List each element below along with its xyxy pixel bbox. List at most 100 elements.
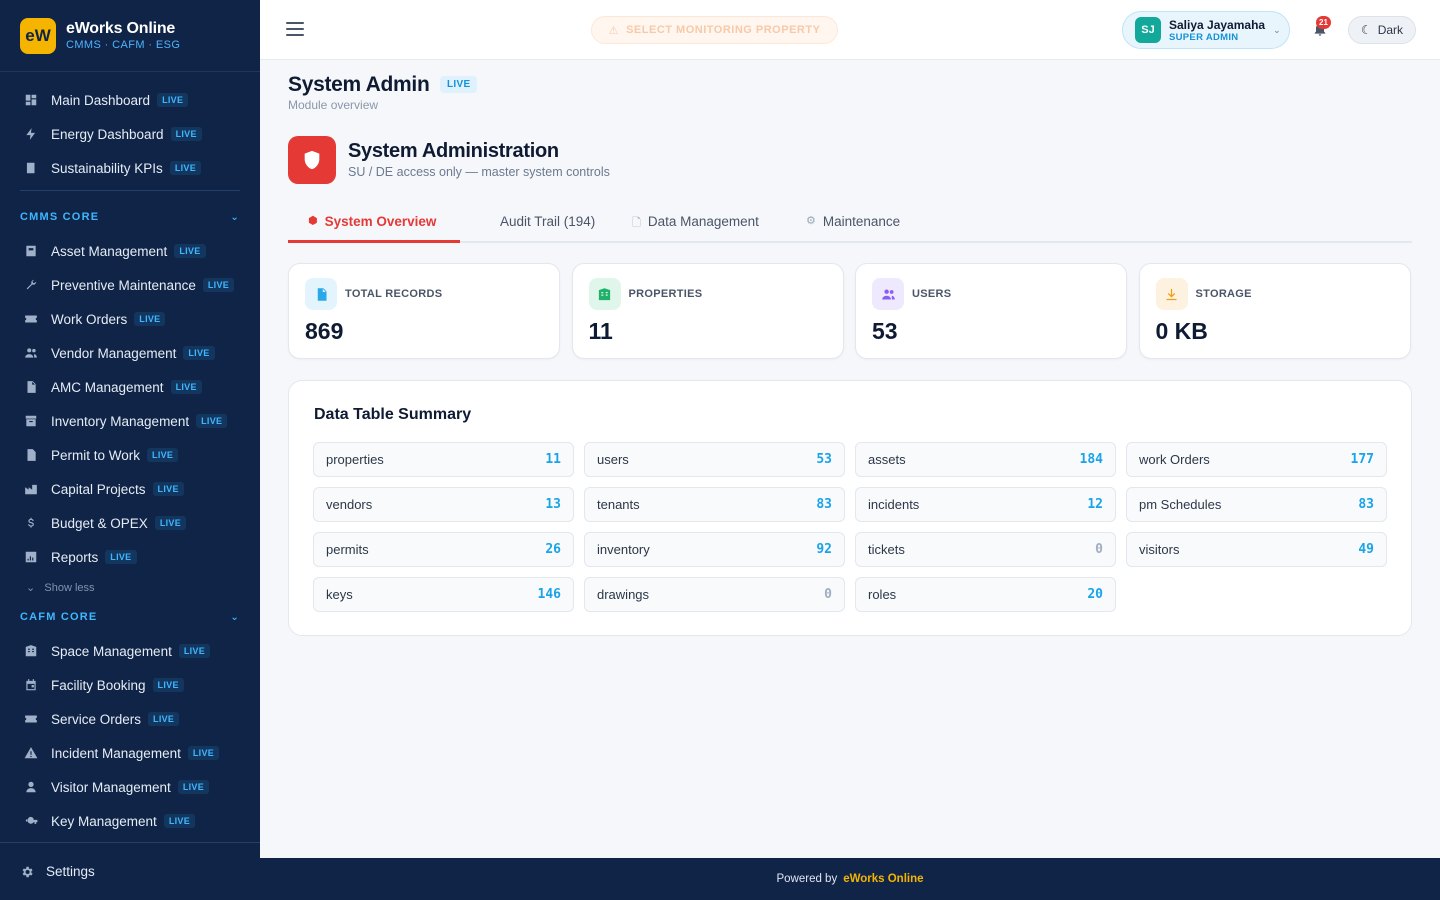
document-icon: [24, 380, 38, 394]
menu-icon[interactable]: [286, 22, 304, 36]
stat-card-properties: PROPERTIES 11: [571, 263, 844, 359]
sidebar-item-inventory-management[interactable]: Inventory Management LIVE: [24, 407, 228, 435]
top-header: ⚠ SELECT MONITORING PROPERTY SJ Saliya J…: [260, 0, 1440, 60]
bolt-icon: [24, 127, 38, 141]
sidebar-item-service-orders[interactable]: Service Orders LIVE: [24, 705, 180, 733]
live-badge: LIVE: [152, 678, 184, 692]
sidebar-item-amc-management[interactable]: AMC Management LIVE: [24, 373, 202, 401]
tab-label: Audit Trail (194): [500, 214, 596, 229]
sidebar-item-label: Preventive Maintenance: [51, 277, 196, 293]
download-icon: [1155, 278, 1188, 310]
warning-icon: [24, 746, 38, 760]
shield-icon: [288, 136, 336, 184]
live-badge: LIVE: [174, 244, 206, 258]
live-badge: LIVE: [105, 550, 137, 564]
stat-card-total-records: TOTAL RECORDS 869: [288, 263, 560, 359]
sidebar-item-label: Facility Booking: [51, 677, 146, 693]
tab-data-management[interactable]: 🗋 Data Management: [632, 214, 759, 243]
table-summary-item: assets 184: [855, 442, 1116, 477]
tab-maintenance[interactable]: ⚙ Maintenance: [806, 214, 900, 243]
table-count: 20: [1087, 587, 1103, 602]
stat-value: 0 KB: [1155, 318, 1208, 344]
sidebar-item-capital-projects[interactable]: Capital Projects LIVE: [24, 475, 184, 503]
sidebar-item-label: Budget & OPEX: [51, 515, 148, 531]
stat-label: TOTAL RECORDS: [345, 288, 443, 300]
theme-toggle-button[interactable]: ☾ Dark: [1348, 16, 1416, 44]
table-summary-item: roles 20: [855, 577, 1116, 612]
table-name: keys: [326, 587, 353, 602]
brand[interactable]: eW eWorks Online CMMS · CAFM · ESG: [0, 0, 260, 72]
live-badge: LIVE: [202, 278, 235, 292]
table-summary-item: users 53: [584, 442, 845, 477]
tab-label: Maintenance: [822, 214, 901, 229]
permit-icon: [24, 448, 38, 462]
sidebar-item-sustainability-kpis[interactable]: Sustainability KPIs LIVE: [24, 154, 202, 182]
show-less-label: Show less: [44, 582, 95, 594]
table-name: work Orders: [1139, 452, 1210, 467]
table-count: 26: [545, 542, 561, 557]
table-summary-item: inventory 92: [584, 532, 845, 567]
summary-title: Data Table Summary: [314, 406, 472, 423]
sidebar-item-reports[interactable]: Reports LIVE: [24, 543, 137, 571]
shield-icon: ⬢: [308, 215, 318, 227]
table-count: 92: [816, 542, 832, 557]
sidebar-item-label: Asset Management: [51, 243, 168, 259]
sidebar-item-visitor-management[interactable]: Visitor Management LIVE: [24, 773, 210, 801]
brand-logo: eW: [20, 17, 56, 54]
notification-badge: 21: [1316, 16, 1331, 29]
stat-card-storage: STORAGE 0 KB: [1138, 263, 1411, 359]
show-less-toggle[interactable]: ⌄ Show less: [26, 581, 95, 594]
people-icon: [24, 346, 38, 360]
stat-label: PROPERTIES: [628, 288, 703, 300]
live-badge: LIVE: [170, 127, 202, 141]
table-count: 177: [1350, 452, 1374, 467]
sidebar-item-label: Main Dashboard: [51, 92, 151, 108]
sidebar-item-permit-to-work[interactable]: Permit to Work LIVE: [24, 441, 179, 469]
tab-system-overview[interactable]: ⬢ System Overview: [288, 214, 460, 243]
warning-icon: ⚠: [608, 24, 619, 37]
stat-value: 53: [872, 318, 898, 344]
table-name: permits: [326, 542, 369, 557]
table-count: 184: [1079, 452, 1103, 467]
user-role: SUPER ADMIN: [1169, 31, 1239, 43]
sidebar-item-work-orders[interactable]: Work Orders LIVE: [24, 305, 166, 333]
live-badge: LIVE: [187, 746, 220, 760]
calendar-icon: [24, 678, 38, 692]
sidebar-item-budget-and-opex[interactable]: Budget & OPEX LIVE: [24, 509, 187, 537]
avatar: SJ: [1135, 17, 1161, 43]
sidebar-item-space-management[interactable]: Space Management LIVE: [24, 637, 211, 665]
table-summary-item: visitors 49: [1126, 532, 1387, 567]
user-menu[interactable]: SJ Saliya Jayamaha SUPER ADMIN ⌄: [1122, 11, 1290, 49]
table-count: 0: [1095, 542, 1103, 557]
sidebar-item-incident-management[interactable]: Incident Management LIVE: [24, 739, 220, 767]
footer: Powered by eWorks Online: [260, 858, 1440, 900]
live-badge: LIVE: [178, 644, 211, 658]
sidebar-item-key-management[interactable]: Key Management LIVE: [24, 807, 196, 835]
table-count: 49: [1358, 542, 1374, 557]
sidebar-item-asset-management[interactable]: Asset Management LIVE: [24, 237, 206, 265]
sidebar-item-main-dashboard[interactable]: Main Dashboard LIVE: [24, 86, 189, 114]
sidebar-item-label: Reports: [51, 549, 99, 565]
table-summary-item: permits 26: [313, 532, 574, 567]
table-count: 83: [816, 497, 832, 512]
live-badge: LIVE: [177, 780, 210, 794]
sidebar-item-label: Service Orders: [51, 711, 142, 727]
select-property-label: SELECT MONITORING PROPERTY: [626, 24, 821, 36]
sidebar-item-settings[interactable]: Settings: [0, 842, 260, 900]
table-name: users: [597, 452, 629, 467]
sidebar-item-vendor-management[interactable]: Vendor Management LIVE: [24, 339, 215, 367]
section-cmms-core[interactable]: CMMS CORE ⌄: [20, 211, 240, 223]
section-cafm-core[interactable]: CAFM CORE ⌄: [20, 611, 240, 623]
sidebar-item-preventive-maintenance[interactable]: Preventive Maintenance LIVE: [24, 271, 235, 299]
sidebar-item-label: Incident Management: [51, 745, 181, 761]
brand-subtitle: CMMS · CAFM · ESG: [66, 39, 181, 51]
sidebar-item-facility-booking[interactable]: Facility Booking LIVE: [24, 671, 184, 699]
table-count: 0: [824, 587, 832, 602]
footer-brand[interactable]: eWorks Online: [843, 873, 924, 885]
book-icon: [24, 161, 38, 175]
tab-audit-trail[interactable]: Audit Trail (194): [500, 214, 595, 243]
sidebar-item-energy-dashboard[interactable]: Energy Dashboard LIVE: [24, 120, 202, 148]
ticket-icon: [24, 312, 38, 326]
table-summary-item: drawings 0: [584, 577, 845, 612]
select-property-button[interactable]: ⚠ SELECT MONITORING PROPERTY: [591, 16, 838, 44]
